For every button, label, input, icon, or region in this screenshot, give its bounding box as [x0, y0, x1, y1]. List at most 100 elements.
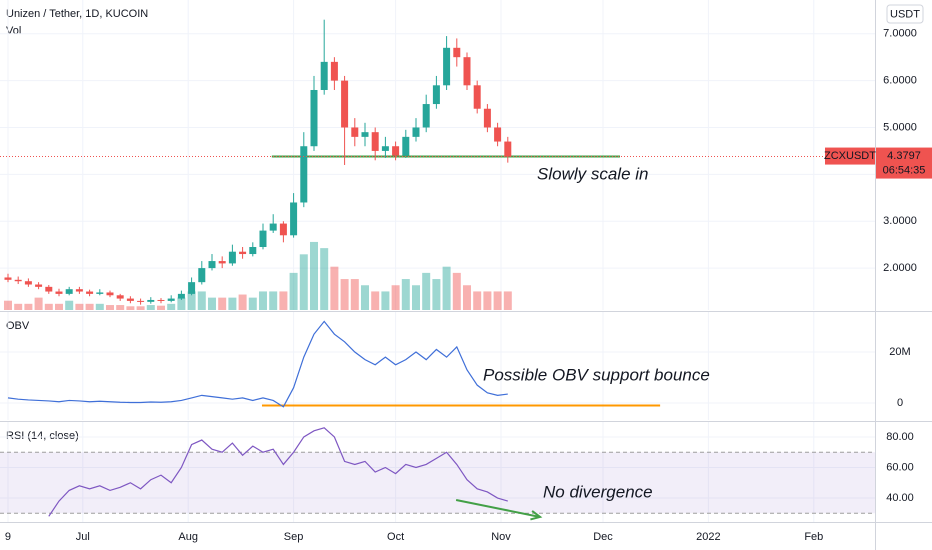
symbol-tag — [825, 147, 875, 165]
rsi-title: RSI (14, close) — [6, 430, 79, 442]
volume-bar — [146, 305, 155, 310]
volume-bar — [422, 272, 431, 310]
candle-body — [75, 289, 83, 292]
candle-body — [483, 108, 491, 128]
candle-body — [157, 299, 165, 301]
candle-body — [65, 289, 73, 294]
candle-body — [96, 292, 104, 294]
currency[interactable]: USDT — [890, 8, 920, 20]
volume-bar — [320, 248, 329, 310]
volume-bar — [503, 291, 512, 310]
volume-bar — [187, 291, 196, 310]
volume-bar — [238, 294, 247, 310]
rsi-band — [0, 452, 875, 514]
candle-body — [106, 292, 114, 296]
candle-body — [218, 261, 226, 264]
candle-body — [86, 291, 94, 294]
y-tick-label: 7.0000 — [883, 28, 917, 40]
x-tick-label: Oct — [387, 531, 404, 543]
y-tick-label: 3.0000 — [883, 215, 917, 227]
candle-body — [269, 223, 277, 231]
candle-body — [24, 281, 32, 285]
volume-bar — [391, 285, 400, 310]
x-tick-label: 2022 — [696, 531, 720, 543]
candle-body — [167, 298, 175, 301]
volume-bar — [105, 305, 114, 310]
candle-body — [208, 261, 216, 269]
candle-body — [351, 127, 359, 137]
x-tick-label: Jul — [76, 531, 90, 543]
candle-body — [330, 61, 338, 81]
candle-body — [55, 291, 63, 294]
volume-bar — [432, 279, 441, 310]
candle-body — [126, 298, 134, 301]
volume-bar — [483, 291, 492, 310]
candle-body — [14, 279, 22, 282]
y-tick-label: 60.00 — [886, 461, 914, 473]
candle-body — [290, 202, 298, 236]
x-tick-label: Feb — [804, 531, 823, 543]
volume-bar — [350, 279, 359, 310]
x-tick-label: Nov — [491, 531, 511, 543]
candle-body — [432, 85, 440, 105]
candle-body — [504, 141, 512, 157]
volume-bar — [452, 272, 461, 310]
volume-bar — [54, 303, 63, 310]
annotation: Slowly scale in — [537, 164, 649, 183]
volume-bar — [156, 305, 165, 310]
candle-body — [35, 284, 43, 287]
volume-bar — [299, 254, 308, 310]
candle-body — [310, 89, 318, 147]
candle-body — [473, 85, 481, 109]
candle-body — [341, 80, 349, 128]
volume-bar — [493, 291, 502, 310]
volume-bar — [309, 241, 318, 310]
currency-button[interactable] — [886, 4, 924, 24]
volume-bar — [248, 297, 257, 310]
y-tick-label: 5.0000 — [883, 121, 917, 133]
candle-body — [239, 251, 247, 255]
volume-bar — [218, 297, 227, 310]
volume-bar — [136, 306, 145, 310]
volume-bar — [207, 297, 216, 310]
y-tick-label: 2.0000 — [883, 262, 917, 274]
volume-bar — [401, 279, 410, 310]
candle-body — [453, 47, 461, 58]
candle-body — [188, 282, 196, 294]
volume-bar — [65, 300, 74, 310]
volume-bar — [85, 303, 94, 310]
candle-body — [392, 146, 400, 156]
candle-body — [463, 57, 471, 86]
volume-bar — [167, 303, 176, 310]
candle-body — [412, 127, 420, 137]
indicator-line — [7, 320, 508, 408]
volume-bar — [330, 266, 339, 310]
annotation: Possible OBV support bounce — [483, 365, 710, 384]
volume-bar — [177, 297, 186, 310]
last-price: 4.3797 — [887, 150, 921, 162]
candle-body — [381, 146, 389, 151]
candle-body — [494, 127, 502, 142]
y-tick-label: 80.00 — [886, 431, 914, 443]
arrow — [455, 499, 541, 518]
volume-bar — [24, 303, 33, 310]
symbol: ZCXUSDT — [824, 150, 876, 162]
volume-bar — [279, 291, 288, 310]
candle-body — [45, 286, 53, 292]
y-tick-label: 20M — [889, 346, 910, 358]
volume-bar — [44, 303, 53, 310]
x-tick-label: Sep — [284, 531, 304, 543]
candle-body — [320, 61, 328, 90]
x-tick-label: 9 — [5, 531, 11, 543]
candle-body — [300, 146, 308, 203]
candle-body — [147, 299, 155, 302]
volume-bar — [14, 303, 23, 310]
candle-body — [177, 293, 185, 299]
volume-bar — [116, 305, 125, 310]
candle-body — [259, 230, 267, 248]
volume-bar — [371, 291, 380, 310]
countdown: 06:54:35 — [883, 164, 926, 176]
volume-bar — [360, 285, 369, 310]
